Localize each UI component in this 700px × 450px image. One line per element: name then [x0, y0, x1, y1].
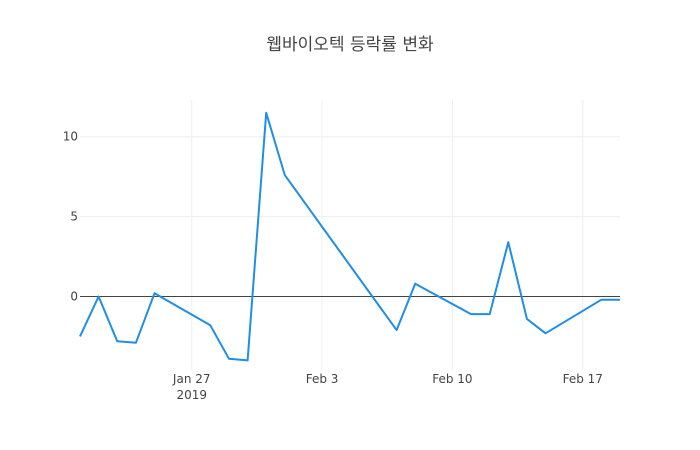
x-tick-label: Feb 17 — [563, 372, 603, 386]
x-tick-label: Jan 27 — [172, 372, 211, 386]
x-tick-sublabel: 2019 — [176, 388, 207, 402]
y-tick-label: 5 — [70, 210, 78, 224]
x-tick-label: Feb 10 — [432, 372, 472, 386]
series-line — [79, 111, 620, 362]
y-tick-label: 0 — [70, 290, 78, 304]
x-tick-label: Feb 3 — [306, 372, 339, 386]
chart-title: 웹바이오텍 등락률 변화 — [266, 35, 434, 55]
y-tick-label: 10 — [63, 130, 78, 144]
